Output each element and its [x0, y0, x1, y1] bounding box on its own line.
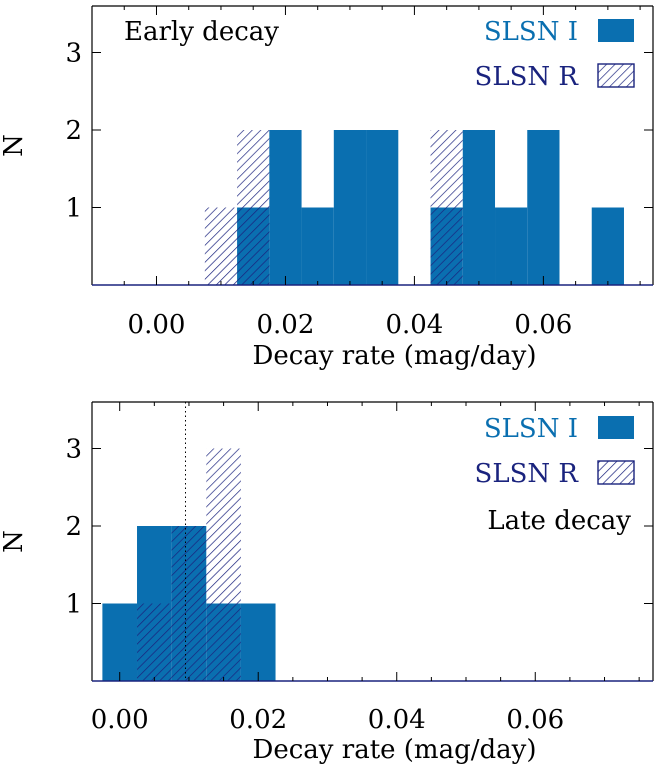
early-slsn-i-bar-4 — [366, 130, 399, 285]
early-slsn-i-bar-8 — [527, 130, 560, 285]
late-slsn-r-bar-1 — [171, 526, 207, 681]
early-legend-label-slsn-r: SLSN R — [475, 62, 580, 92]
early-y-tick-label-0: 1 — [65, 194, 82, 224]
late-slsn-r-bar-0 — [137, 603, 172, 681]
early-legend-swatch-slsn-r — [597, 63, 635, 88]
early-y-tick-label-2: 3 — [65, 39, 82, 69]
late-x-tick-label-1: 0.02 — [229, 705, 287, 735]
early-slsn-r-bar-0 — [204, 207, 238, 285]
early-slsn-i-bar-2 — [301, 207, 334, 285]
early-slsn-i-bar-3 — [333, 130, 367, 285]
early-annotation: Early decay — [124, 17, 279, 47]
late-slsn-r-bar-2 — [206, 448, 241, 681]
late-slsn-i-bar-0 — [102, 603, 138, 681]
early-legend-swatch-slsn-i — [598, 19, 634, 42]
late-x-axis-label: Decay rate (mag/day) — [253, 735, 537, 765]
early-y-axis-label: N — [0, 134, 29, 157]
early-slsn-r-bar-1 — [237, 130, 270, 285]
early-x-tick-label-3: 0.06 — [514, 310, 572, 340]
late-legend-swatch-slsn-r — [597, 460, 635, 485]
early-x-tick-label-1: 0.02 — [257, 310, 315, 340]
early-y-tick-label-1: 2 — [65, 116, 82, 146]
late-annotation: Late decay — [487, 506, 631, 536]
late-y-tick-label-2: 3 — [65, 435, 82, 465]
late-y-tick-label-0: 1 — [65, 590, 82, 620]
late-y-tick-label-1: 2 — [65, 512, 82, 542]
late-legend-label-slsn-i: SLSN I — [484, 414, 578, 444]
early-legend-label-slsn-i: SLSN I — [484, 17, 578, 47]
late-legend-swatch-slsn-i — [598, 416, 634, 439]
early-slsn-i-bar-6 — [462, 130, 496, 285]
early-slsn-i-bar-7 — [495, 207, 528, 285]
late-x-tick-label-2: 0.04 — [368, 705, 426, 735]
late-x-tick-label-0: 0.00 — [91, 705, 149, 735]
late-decay-panel: 0.00 0.02 0.04 0.06 1 2 3 Decay rate (mag/day) N… — [0, 401, 654, 765]
early-x-tick-label-0: 0.00 — [128, 310, 186, 340]
early-x-axis-label: Decay rate (mag/day) — [253, 341, 537, 371]
late-x-tick-label-3: 0.06 — [506, 705, 564, 735]
early-x-tick-label-2: 0.04 — [385, 310, 443, 340]
late-slsn-i-bar-4 — [240, 603, 276, 681]
late-legend-label-slsn-r: SLSN R — [475, 459, 580, 489]
early-slsn-r-bar-2 — [430, 130, 463, 285]
early-slsn-i-bar-1 — [269, 130, 302, 285]
early-decay-panel: 0.00 0.02 0.04 0.06 1 2 3 Decay rate (mag/day) N… — [0, 5, 654, 371]
early-slsn-i-bar-9 — [591, 207, 624, 285]
late-y-axis-label: N — [0, 530, 29, 553]
